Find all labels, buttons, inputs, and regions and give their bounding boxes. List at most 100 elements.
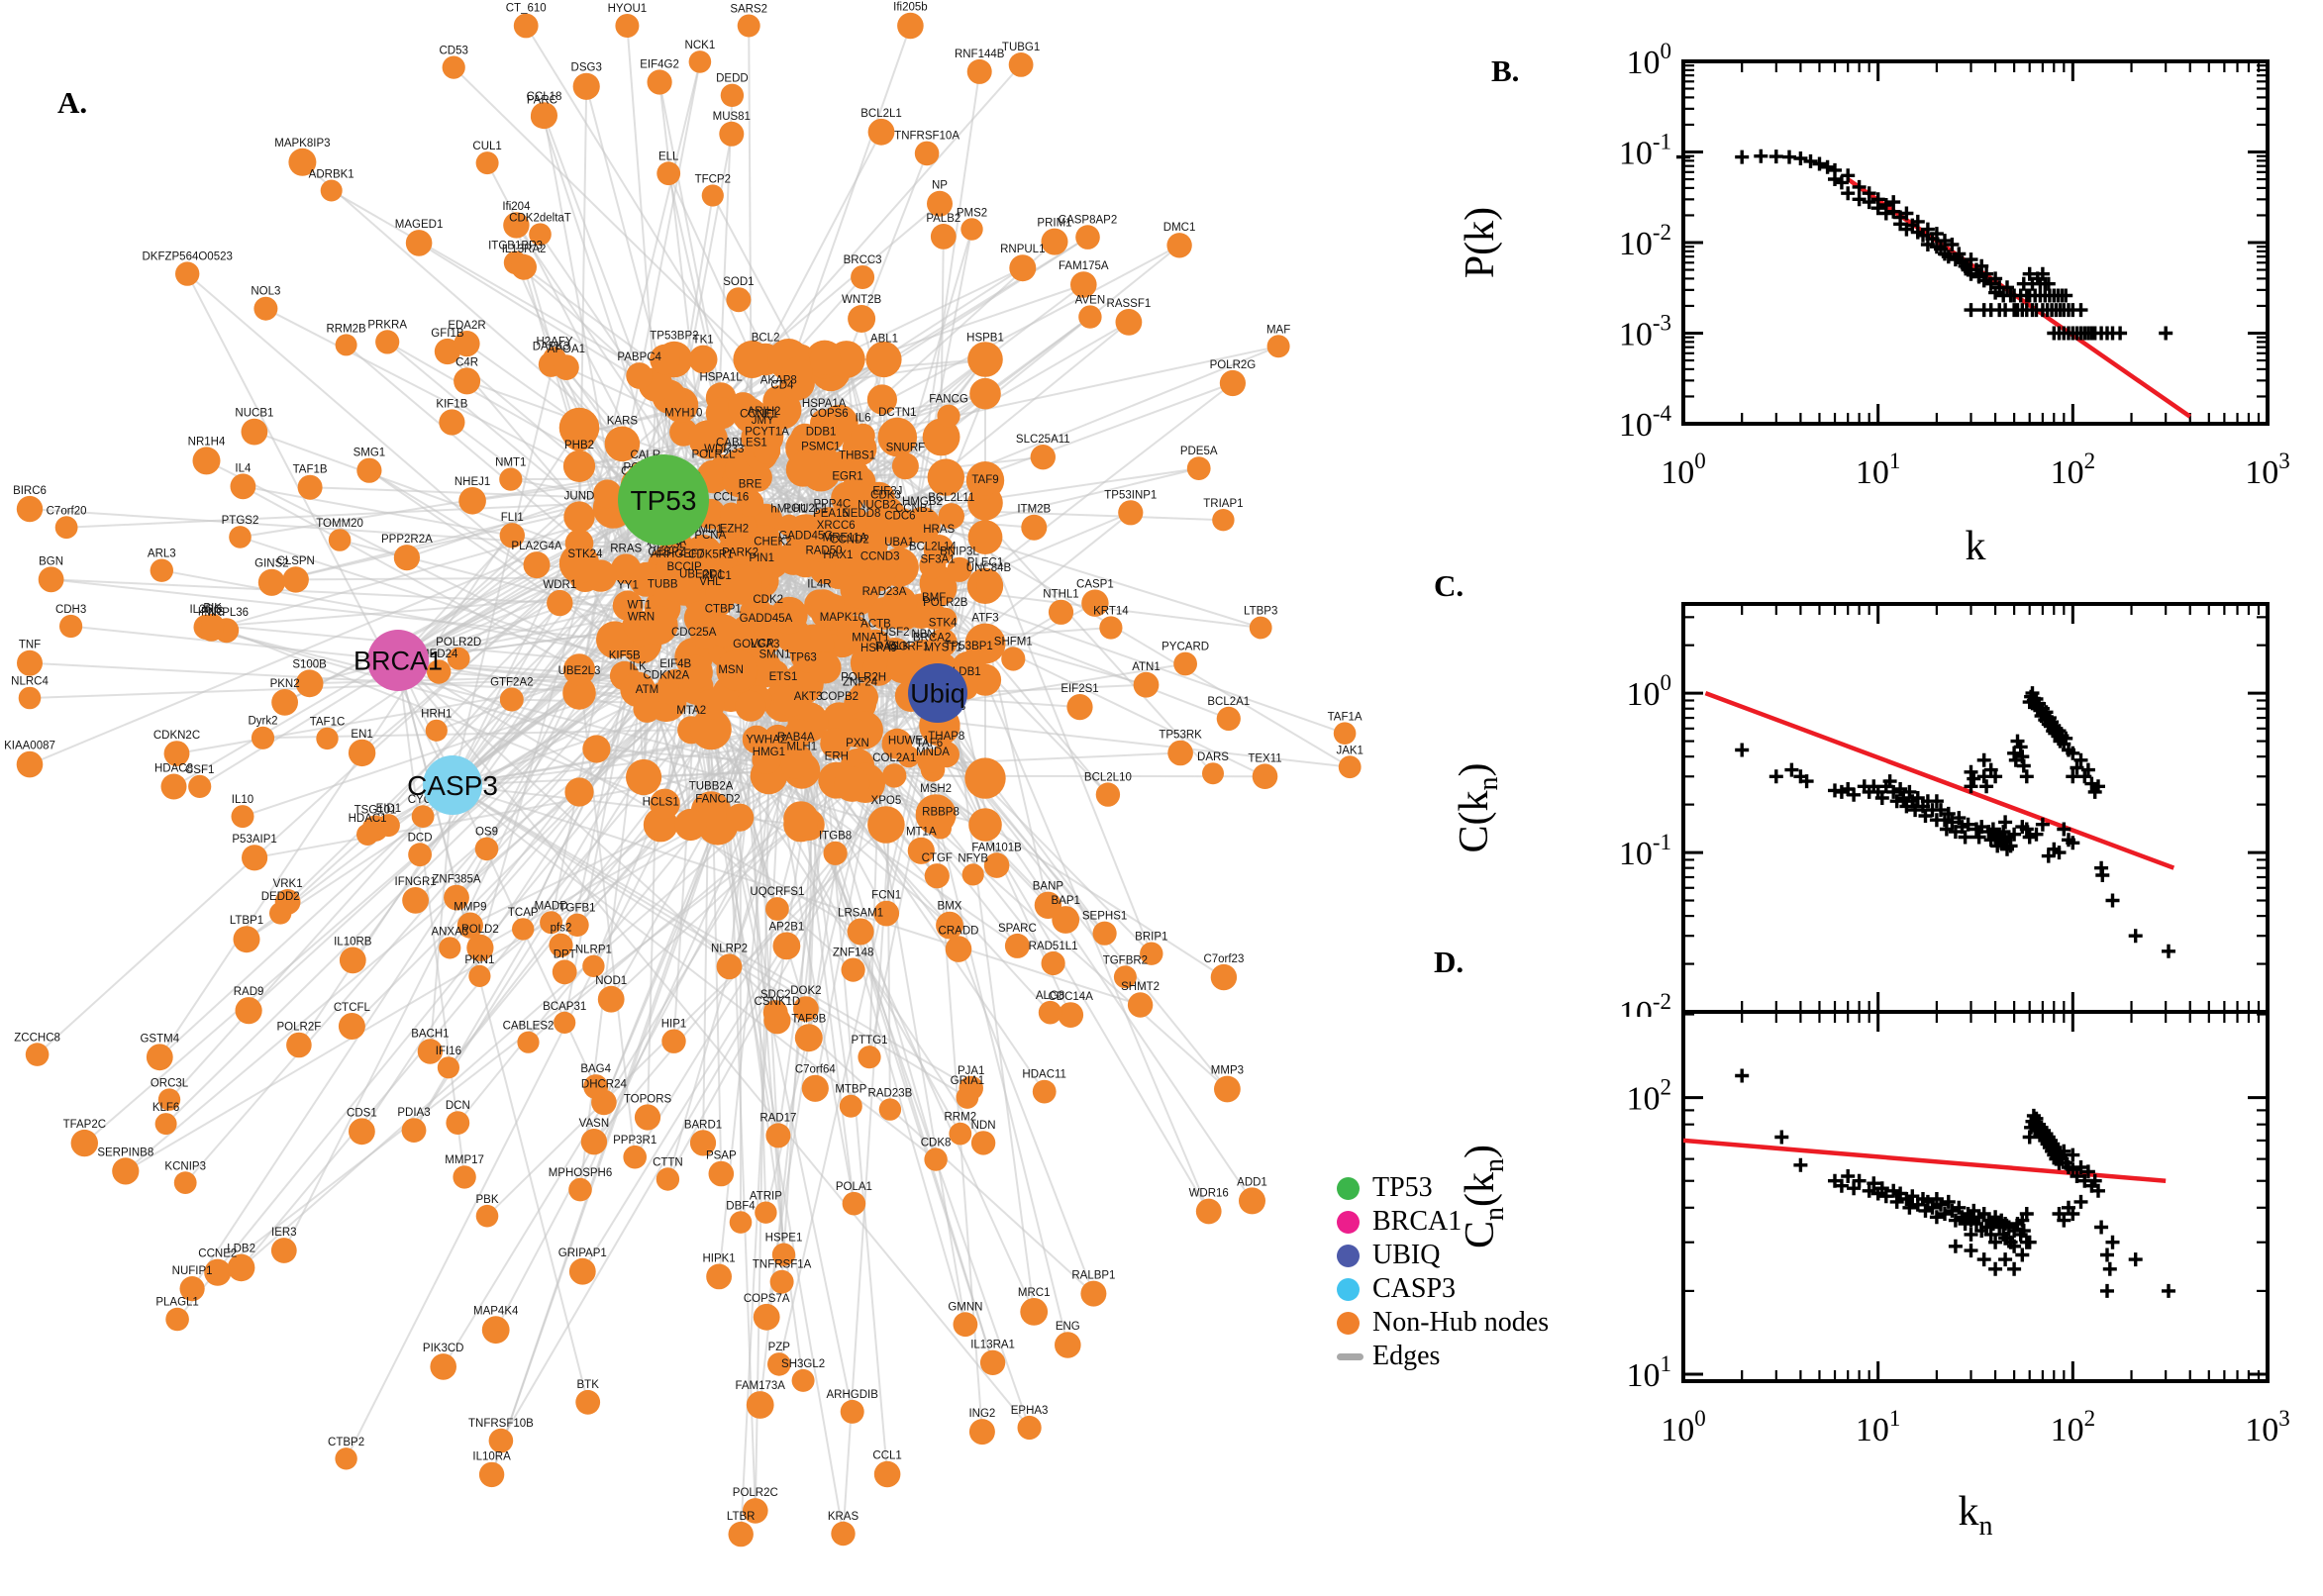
gene-label: MSH2 <box>920 783 952 795</box>
gene-label: IER3 <box>271 1227 297 1239</box>
gene-label: AKAP8 <box>760 374 797 386</box>
network-node <box>688 345 718 374</box>
network-node <box>840 567 881 609</box>
gene-label: ZNF385A <box>432 874 481 886</box>
network-node <box>251 726 275 749</box>
gene-label: COL2A1 <box>872 752 916 764</box>
network-node <box>447 647 470 670</box>
network-node <box>454 331 480 357</box>
gene-label: CDC25A <box>671 627 717 639</box>
scatter-points <box>1735 1068 2175 1298</box>
gene-label: HUWE1 <box>888 735 930 747</box>
network-node <box>743 1498 768 1524</box>
gene-label: RFC1 <box>702 570 732 582</box>
gene-label: PLAGL1 <box>155 1297 198 1309</box>
gene-label: BCL2L1 <box>860 108 902 120</box>
network-node <box>468 964 491 988</box>
gene-label: CTGF <box>922 852 953 864</box>
gene-label: KIF5B <box>609 650 641 662</box>
gene-label: DMC1 <box>1163 222 1196 234</box>
gene-label: LTBP3 <box>1244 606 1277 618</box>
network-node <box>919 551 947 579</box>
gene-label: DPT <box>554 948 576 960</box>
network-node <box>839 1094 862 1118</box>
gene-label: TFCP2 <box>695 173 731 185</box>
legend-item-brca1: BRCA1 <box>1337 1205 1549 1239</box>
gene-label: CDC6 <box>884 510 915 522</box>
gene-label: BTK <box>577 1379 600 1391</box>
gene-label: EN1 <box>351 729 372 741</box>
gene-label: MT1A <box>906 827 937 839</box>
network-node <box>427 659 452 684</box>
gene-label: TAF1A <box>1328 711 1363 723</box>
gene-label: SHMT2 <box>1121 981 1160 993</box>
gene-label: BCAP31 <box>543 1001 586 1013</box>
network-node <box>914 141 940 166</box>
network-node <box>523 551 551 579</box>
gene-label: TRIAP1 <box>1203 498 1243 510</box>
gene-label: CCNB1 <box>895 503 934 515</box>
gene-label: CRADD <box>939 925 979 937</box>
gene-label: CDH3 <box>55 604 86 616</box>
network-node <box>558 544 600 584</box>
network-node <box>25 1043 50 1066</box>
gene-label: CCL1 <box>872 1450 901 1462</box>
x-axis-title: k <box>1966 524 1986 569</box>
network-node <box>979 1349 1006 1376</box>
gene-label: ARHGDIB <box>826 1389 878 1401</box>
gene-label: TP53BP1 <box>945 641 993 652</box>
network-node <box>920 603 948 630</box>
gene-label: RAD51L1 <box>1029 941 1078 952</box>
gene-label: RBBP8 <box>922 807 960 819</box>
network-node <box>897 12 924 40</box>
gene-label: PCNA <box>694 530 726 542</box>
network-node <box>767 1352 791 1376</box>
gene-label: NMT1 <box>495 457 526 469</box>
gene-label: TUBB2A <box>689 780 734 792</box>
y-tick-label: 10-1 <box>1619 830 1671 872</box>
gene-label: HDAC11 <box>1022 1069 1066 1081</box>
network-node <box>593 479 622 509</box>
gene-label: H2AFY <box>536 336 572 348</box>
network-node <box>1080 1280 1107 1307</box>
network-node <box>862 653 895 686</box>
y-axis-title: C(kn​) <box>1452 763 1504 853</box>
hub-node-brca1: BRCA1 <box>354 630 443 691</box>
node-swatch-icon <box>1337 1210 1360 1234</box>
gene-label: LRSAM1 <box>838 908 883 920</box>
gene-label: CDK2deltaT <box>509 212 571 224</box>
x-tick-label: 102 <box>2051 1406 2096 1448</box>
network-node <box>297 474 323 500</box>
gene-label: DEDD <box>716 73 749 85</box>
network-node <box>582 954 605 977</box>
network-hub-nodes: TP53 BRCA1 Ubiq CASP3 <box>354 454 967 815</box>
network-node <box>873 900 900 927</box>
gene-label: PRKRA <box>367 319 407 331</box>
gene-label: ZNF148 <box>833 947 874 958</box>
gene-label: BCL2L11 <box>928 492 974 504</box>
gene-label: TP63 <box>789 652 817 664</box>
network-node <box>1038 1000 1062 1025</box>
hub-label: TP53 <box>631 485 697 516</box>
network-node <box>562 676 596 710</box>
network-node <box>967 520 1003 554</box>
gene-label: FCN1 <box>871 890 901 902</box>
gene-label: VCP <box>751 639 774 650</box>
gene-label: ARL3 <box>148 549 176 560</box>
gene-label: TGFB1 <box>558 903 595 915</box>
gene-label: MPHOSPH6 <box>549 1167 613 1179</box>
gene-label: PLEC1 <box>967 557 1003 569</box>
network-node <box>1034 891 1062 919</box>
legend-label: Non-Hub nodes <box>1372 1307 1550 1338</box>
network-node <box>720 83 745 108</box>
gene-label: NLRP1 <box>575 945 612 956</box>
network-node <box>1001 647 1026 671</box>
gene-label: CSNK1D <box>755 996 801 1008</box>
network-node <box>930 224 957 249</box>
network-node <box>862 481 895 514</box>
gene-label: AP2B1 <box>768 922 804 934</box>
network-node <box>970 1131 996 1155</box>
gene-label: WDR16 <box>1189 1188 1229 1200</box>
network-node <box>907 837 935 864</box>
network-node <box>499 467 523 491</box>
